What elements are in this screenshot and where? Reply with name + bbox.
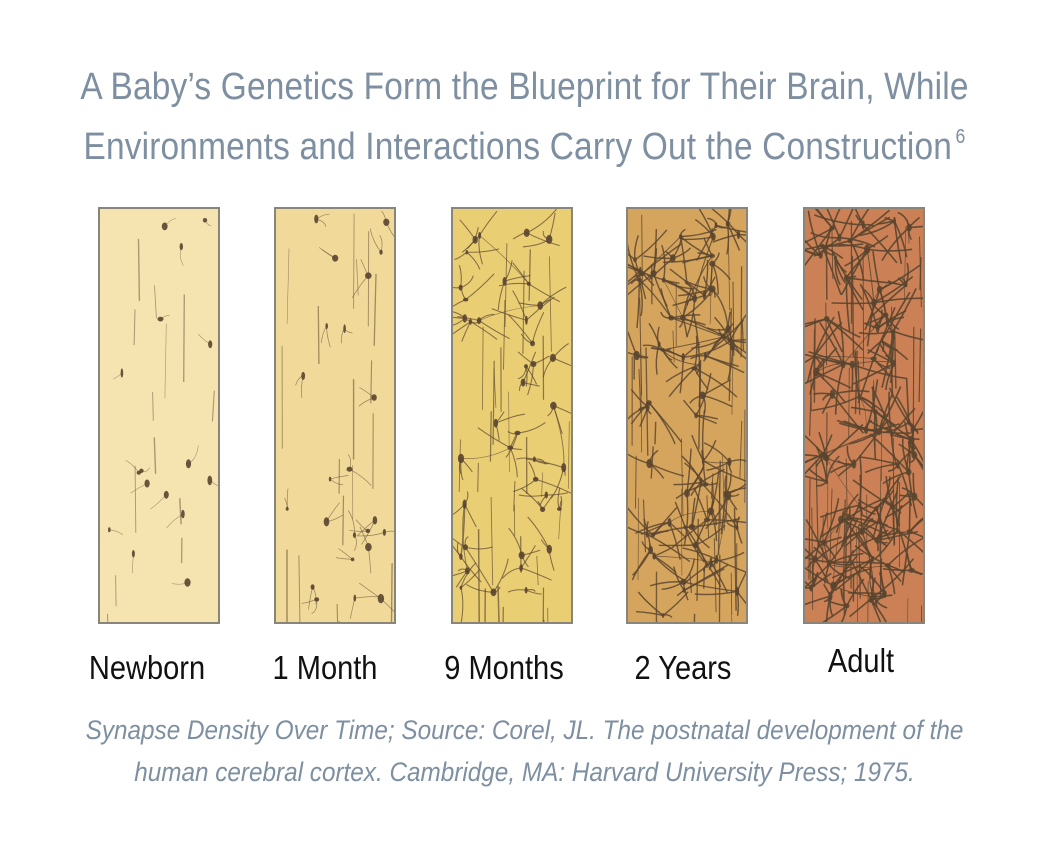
synapse-illustration-1-month bbox=[276, 209, 394, 622]
title-line-2: Environments and Interactions Carry Out … bbox=[63, 114, 986, 170]
panel-9-months bbox=[451, 207, 573, 624]
label-newborn: Newborn bbox=[88, 649, 206, 686]
panel-1-month bbox=[274, 207, 396, 624]
synapse-illustration-newborn bbox=[100, 209, 218, 622]
panel-2-years bbox=[626, 207, 748, 624]
synapse-illustration-2-years bbox=[628, 209, 746, 622]
label-adult: Adult bbox=[827, 642, 895, 679]
synapse-illustration-adult bbox=[805, 209, 923, 622]
title-text-1: A Baby’s Genetics Form the Blueprint for… bbox=[80, 66, 969, 108]
footnote-marker: 6 bbox=[955, 126, 966, 148]
panel-adult bbox=[803, 207, 925, 624]
label-9-months: 9 Months bbox=[444, 649, 564, 686]
caption-line-2: human cerebral cortex. Cambridge, MA: Ha… bbox=[134, 757, 915, 787]
synapse-illustration-9-months bbox=[453, 209, 571, 622]
title-line-1: A Baby’s Genetics Form the Blueprint for… bbox=[63, 64, 986, 110]
label-2-years: 2 Years bbox=[634, 649, 732, 686]
panel-newborn bbox=[98, 207, 220, 624]
caption-line-1: Synapse Density Over Time; Source: Corel… bbox=[85, 715, 964, 745]
title-text-2: Environments and Interactions Carry Out … bbox=[83, 126, 953, 168]
label-1-month: 1 Month bbox=[272, 649, 378, 686]
